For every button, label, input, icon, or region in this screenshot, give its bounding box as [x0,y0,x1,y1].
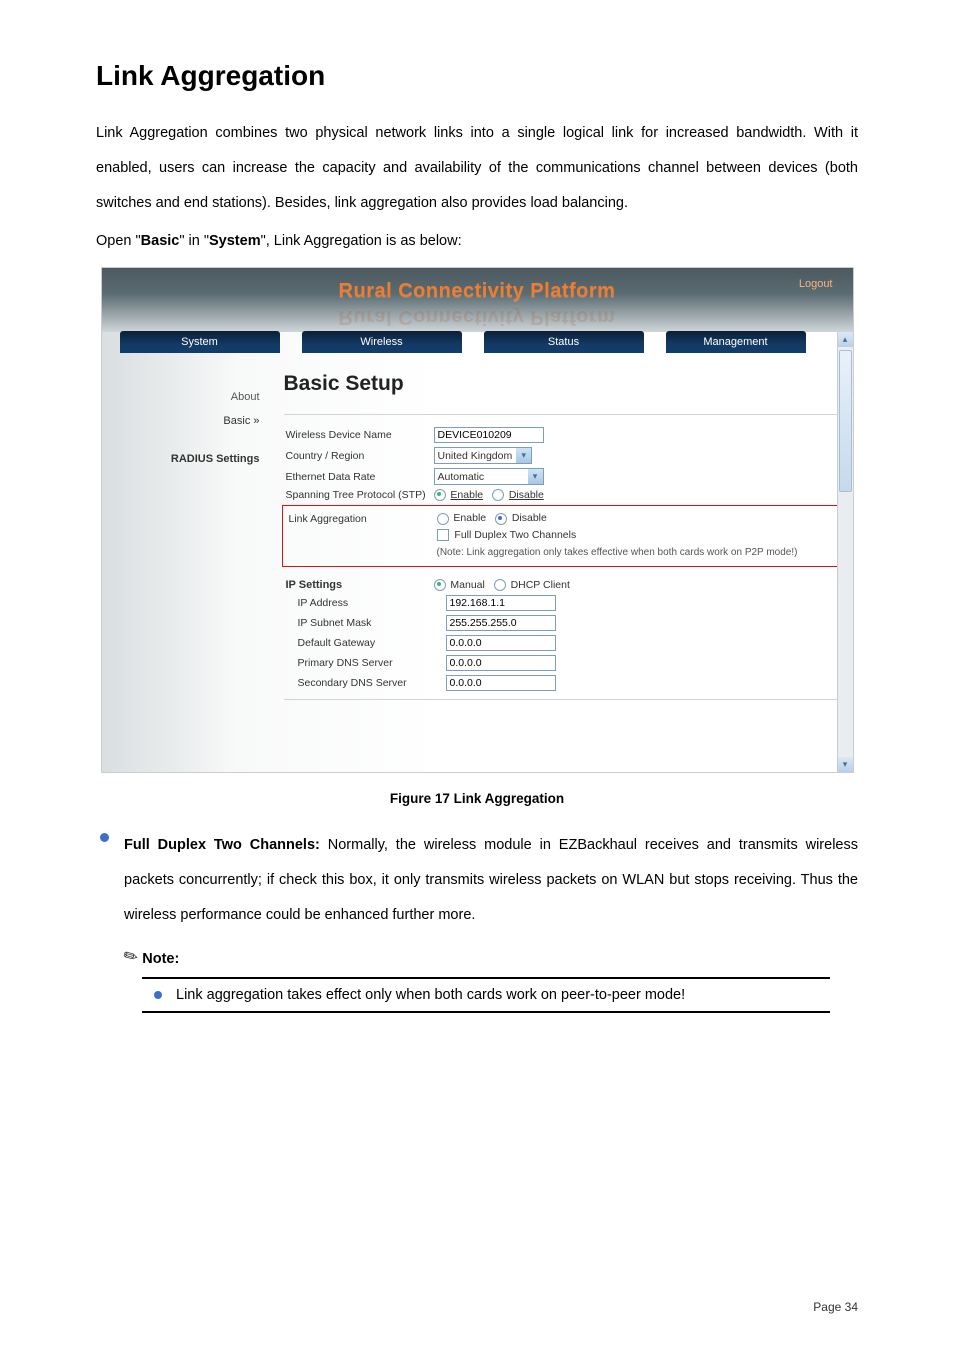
radio-ip-manual-label: Manual [450,579,484,591]
tab-spacer [102,331,120,353]
platform-title-reflection: Rural Connectivity Platform [339,305,616,328]
label-data-rate: Ethernet Data Rate [284,471,434,483]
row-subnet-mask: IP Subnet Mask [284,613,847,633]
radio-stp-disable-label: Disable [509,489,544,501]
screenshot-body: System Wireless Status Management About … [102,332,853,772]
radio-ip-dhcp[interactable] [494,579,506,591]
open-mid: " in " [179,233,209,249]
label-stp: Spanning Tree Protocol (STP) [284,489,434,501]
content-pane: Basic Setup Wireless Device Name Country… [274,332,853,772]
pencil-icon: ✎ [120,944,142,968]
label-ip-settings: IP Settings [284,579,434,591]
row-ip-settings: IP Settings Manual DHCP Client [284,577,847,593]
tab-system[interactable]: System [120,331,280,353]
open-basic: Basic [141,233,180,249]
input-ip-address[interactable] [446,595,556,611]
scroll-thumb[interactable] [839,350,852,492]
row-la-note: (Note: Link aggregation only takes effec… [287,543,836,560]
label-ip-address: IP Address [284,597,446,609]
row-stp: Spanning Tree Protocol (STP) Enable Disa… [284,487,847,503]
radio-la-enable-label: Enable [453,512,486,524]
screenshot-header: Rural Connectivity Platform Rural Connec… [102,268,853,332]
chevron-down-icon: ▾ [516,448,531,463]
select-data-rate-value: Automatic [438,471,485,483]
row-ip-address: IP Address [284,593,847,613]
intro-paragraph: Link Aggregation combines two physical n… [96,116,858,220]
label-device-name: Wireless Device Name [284,429,434,441]
radio-stp-enable[interactable] [434,489,446,501]
label-subnet-mask: IP Subnet Mask [284,617,446,629]
checkbox-full-duplex-label: Full Duplex Two Channels [454,529,576,541]
label-link-aggregation: Link Aggregation [287,513,437,525]
chevron-down-icon: ▾ [528,469,543,484]
row-link-aggregation: Link Aggregation Enable Disable [287,510,836,526]
la-note-text: (Note: Link aggregation only takes effec… [437,545,836,558]
note-item-text: Link aggregation takes effect only when … [176,987,685,1003]
divider [284,699,847,700]
note-box: Link aggregation takes effect only when … [142,977,830,1013]
open-post: ", Link Aggregation is as below: [261,233,462,249]
input-primary-dns[interactable] [446,655,556,671]
screenshot: Rural Connectivity Platform Rural Connec… [101,267,854,773]
content-heading: Basic Setup [284,372,847,396]
bullet-title: Full Duplex Two Channels: [124,837,328,853]
divider [284,414,847,415]
note-heading: ✎ Note: [124,947,858,967]
select-data-rate[interactable]: Automatic ▾ [434,468,544,485]
row-country: Country / Region United Kingdom▾ [284,445,847,466]
radio-la-disable-label: Disable [512,512,547,524]
row-device-name: Wireless Device Name [284,425,847,445]
page-title: Link Aggregation [96,60,858,92]
row-gateway: Default Gateway [284,633,847,653]
radio-ip-dhcp-label: DHCP Client [511,579,570,591]
input-secondary-dns[interactable] [446,675,556,691]
figure-caption: Figure 17 Link Aggregation [96,791,858,806]
select-country-value: United Kingdom [438,450,513,462]
platform-title-text: Rural Connectivity Platform [339,280,616,302]
input-gateway[interactable] [446,635,556,651]
scroll-down-icon[interactable]: ▾ [838,757,853,772]
bullet-icon [154,991,162,999]
label-country: Country / Region [284,450,434,462]
select-country[interactable]: United Kingdom▾ [434,447,533,464]
bullet-full-duplex: Full Duplex Two Channels: Normally, the … [96,828,858,932]
platform-title: Rural Connectivity Platform Rural Connec… [339,280,616,328]
open-system: System [209,233,261,249]
label-secondary-dns: Secondary DNS Server [284,677,446,689]
label-primary-dns: Primary DNS Server [284,657,446,669]
row-full-duplex: Full Duplex Two Channels [287,527,836,543]
row-secondary-dns: Secondary DNS Server [284,673,847,693]
page-number: Page 34 [813,1300,858,1314]
sidebar-item-radius[interactable]: RADIUS Settings [102,447,274,471]
sidebar-item-basic[interactable]: Basic » [102,409,274,433]
input-subnet-mask[interactable] [446,615,556,631]
scroll-up-icon[interactable]: ▴ [838,332,853,347]
note-label: Note: [142,951,179,967]
link-aggregation-highlight: Link Aggregation Enable Disable Full Dup… [282,505,841,566]
open-line: Open "Basic" in "System", Link Aggregati… [96,224,858,259]
sidebar: About Basic » RADIUS Settings [102,332,274,772]
label-gateway: Default Gateway [284,637,446,649]
row-data-rate: Ethernet Data Rate Automatic ▾ [284,466,847,487]
radio-stp-disable[interactable] [492,489,504,501]
sidebar-item-about[interactable]: About [102,385,274,409]
radio-stp-enable-label: Enable [450,489,483,501]
input-device-name[interactable] [434,427,544,443]
checkbox-full-duplex[interactable] [437,529,449,541]
radio-la-enable[interactable] [437,513,449,525]
logout-link[interactable]: Logout [799,278,833,290]
radio-ip-manual[interactable] [434,579,446,591]
scrollbar[interactable]: ▴ ▾ [837,332,853,772]
open-pre: Open " [96,233,141,249]
row-primary-dns: Primary DNS Server [284,653,847,673]
radio-la-disable[interactable] [495,513,507,525]
